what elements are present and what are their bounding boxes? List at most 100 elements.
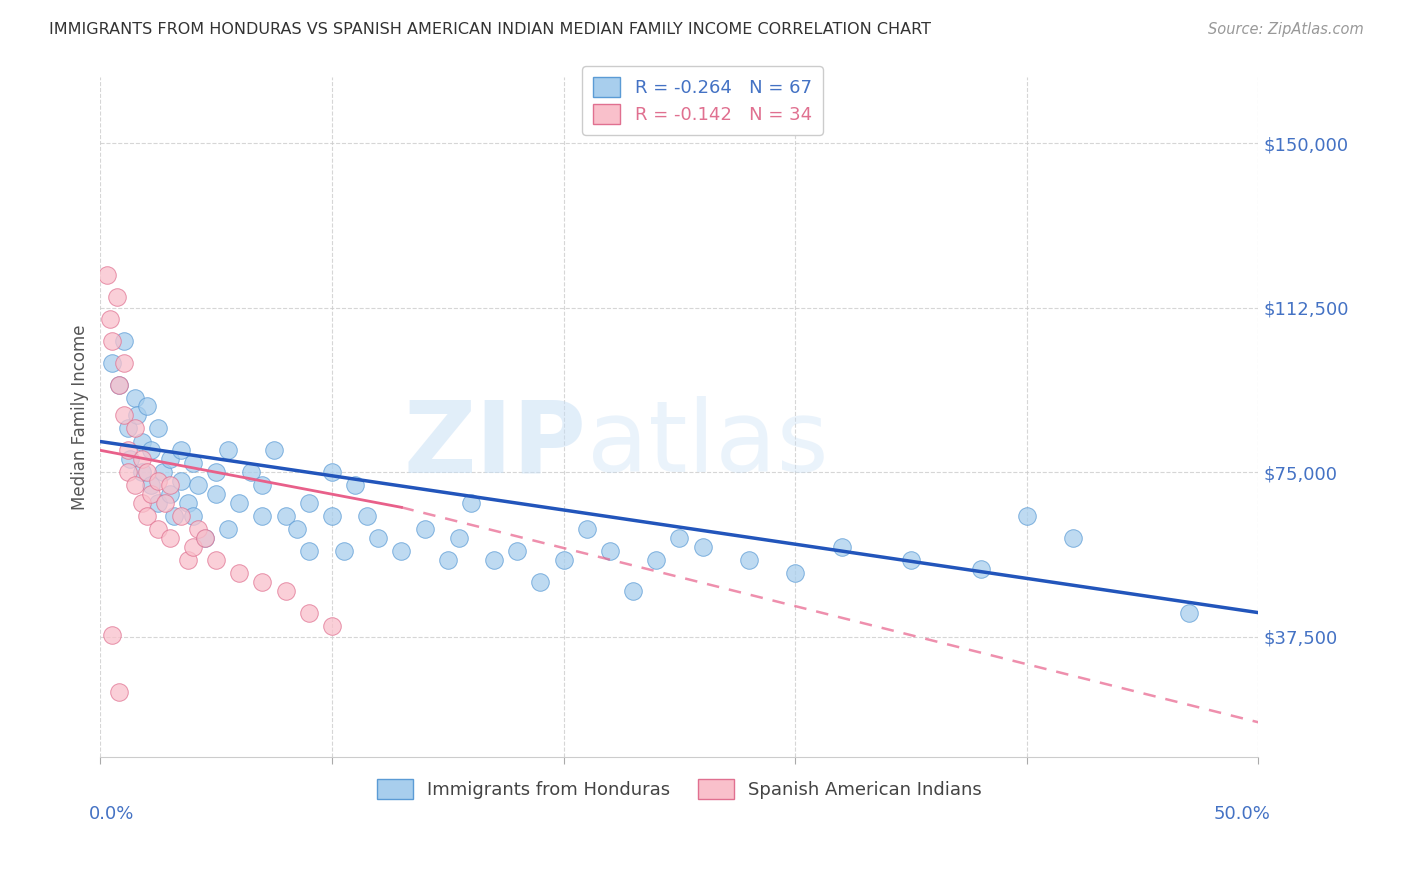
Point bbox=[159, 531, 181, 545]
Point bbox=[785, 566, 807, 581]
Point bbox=[159, 487, 181, 501]
Point bbox=[344, 478, 367, 492]
Point bbox=[98, 311, 121, 326]
Point bbox=[529, 574, 551, 589]
Point bbox=[274, 583, 297, 598]
Point bbox=[124, 391, 146, 405]
Text: IMMIGRANTS FROM HONDURAS VS SPANISH AMERICAN INDIAN MEDIAN FAMILY INCOME CORRELA: IMMIGRANTS FROM HONDURAS VS SPANISH AMER… bbox=[49, 22, 931, 37]
Point bbox=[170, 509, 193, 524]
Point bbox=[177, 553, 200, 567]
Point bbox=[135, 400, 157, 414]
Point bbox=[135, 509, 157, 524]
Point bbox=[148, 496, 170, 510]
Point bbox=[1015, 509, 1038, 524]
Point bbox=[108, 377, 131, 392]
Point bbox=[117, 465, 139, 479]
Point bbox=[321, 619, 343, 633]
Point bbox=[413, 522, 436, 536]
Point bbox=[159, 452, 181, 467]
Y-axis label: Median Family Income: Median Family Income bbox=[72, 325, 89, 510]
Point bbox=[131, 434, 153, 449]
Point bbox=[1062, 531, 1084, 545]
Point bbox=[645, 553, 668, 567]
Point bbox=[141, 478, 163, 492]
Point bbox=[217, 443, 239, 458]
Point bbox=[148, 522, 170, 536]
Point bbox=[112, 334, 135, 348]
Point bbox=[163, 509, 186, 524]
Point bbox=[177, 496, 200, 510]
Point bbox=[170, 474, 193, 488]
Point bbox=[112, 355, 135, 369]
Point bbox=[148, 421, 170, 435]
Point bbox=[332, 544, 354, 558]
Point bbox=[831, 540, 853, 554]
Point bbox=[239, 465, 262, 479]
Point bbox=[217, 522, 239, 536]
Point bbox=[1178, 606, 1201, 620]
Point bbox=[506, 544, 529, 558]
Point bbox=[112, 409, 135, 423]
Point bbox=[159, 478, 181, 492]
Text: 0.0%: 0.0% bbox=[89, 805, 134, 823]
Text: Source: ZipAtlas.com: Source: ZipAtlas.com bbox=[1208, 22, 1364, 37]
Text: atlas: atlas bbox=[586, 396, 828, 493]
Point bbox=[152, 465, 174, 479]
Point bbox=[228, 566, 250, 581]
Point bbox=[228, 496, 250, 510]
Point bbox=[187, 522, 209, 536]
Point bbox=[131, 452, 153, 467]
Text: ZIP: ZIP bbox=[404, 396, 586, 493]
Point bbox=[135, 465, 157, 479]
Point bbox=[141, 487, 163, 501]
Point bbox=[599, 544, 621, 558]
Point bbox=[194, 531, 217, 545]
Point bbox=[298, 606, 321, 620]
Point bbox=[482, 553, 505, 567]
Point bbox=[108, 377, 131, 392]
Point bbox=[449, 531, 471, 545]
Point bbox=[553, 553, 575, 567]
Text: 50.0%: 50.0% bbox=[1213, 805, 1270, 823]
Point bbox=[252, 478, 274, 492]
Point bbox=[252, 574, 274, 589]
Point bbox=[181, 457, 204, 471]
Point bbox=[194, 531, 217, 545]
Point bbox=[575, 522, 598, 536]
Point bbox=[321, 465, 343, 479]
Point bbox=[436, 553, 458, 567]
Point bbox=[141, 443, 163, 458]
Point bbox=[181, 540, 204, 554]
Point bbox=[298, 544, 321, 558]
Point bbox=[205, 553, 228, 567]
Point bbox=[187, 478, 209, 492]
Point bbox=[131, 496, 153, 510]
Point bbox=[205, 487, 228, 501]
Point bbox=[900, 553, 922, 567]
Point bbox=[124, 421, 146, 435]
Point bbox=[170, 443, 193, 458]
Point bbox=[738, 553, 761, 567]
Point bbox=[117, 443, 139, 458]
Point bbox=[298, 496, 321, 510]
Point bbox=[321, 509, 343, 524]
Point bbox=[692, 540, 714, 554]
Point bbox=[108, 684, 131, 698]
Point bbox=[274, 509, 297, 524]
Point bbox=[285, 522, 308, 536]
Point bbox=[621, 583, 644, 598]
Point bbox=[101, 334, 124, 348]
Point bbox=[367, 531, 389, 545]
Point bbox=[181, 509, 204, 524]
Point bbox=[668, 531, 690, 545]
Point bbox=[105, 290, 128, 304]
Legend: Immigrants from Honduras, Spanish American Indians: Immigrants from Honduras, Spanish Americ… bbox=[366, 768, 993, 810]
Point bbox=[148, 474, 170, 488]
Point bbox=[96, 268, 118, 282]
Point bbox=[101, 627, 124, 641]
Point bbox=[263, 443, 285, 458]
Point bbox=[252, 509, 274, 524]
Point bbox=[155, 496, 177, 510]
Point bbox=[124, 478, 146, 492]
Point bbox=[120, 452, 142, 467]
